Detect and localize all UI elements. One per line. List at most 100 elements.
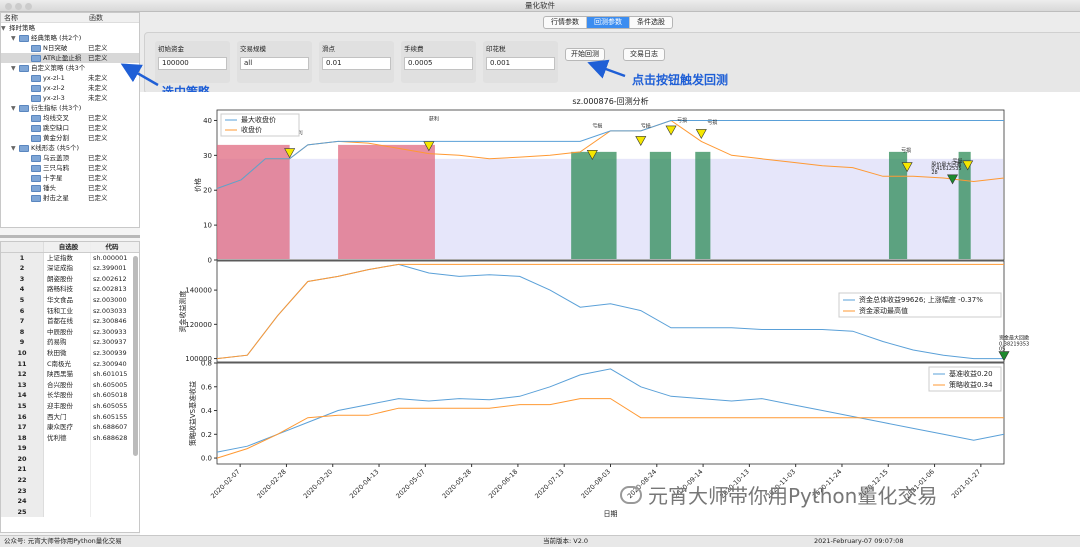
tree-col-name: 名称 xyxy=(4,14,18,22)
stock-code-cell: sh.605018 xyxy=(93,391,128,400)
marker-label: 亏损 xyxy=(641,122,651,129)
minimize-window-button[interactable] xyxy=(15,3,22,10)
series-benchmark-line xyxy=(216,368,1005,453)
tree-item-status: 未定义 xyxy=(88,94,108,102)
tree-group[interactable]: ▼ K线形态 (共5个) xyxy=(1,143,139,153)
x-tick-label: 2020-07-13 xyxy=(533,468,565,500)
tab-backtest-params[interactable]: 回测参数 xyxy=(587,17,630,28)
drawdown-value: 0.38219353 xyxy=(999,342,1029,348)
stock-name-cell: 深证成指 xyxy=(44,263,91,274)
table-row[interactable]: 23 xyxy=(1,485,139,497)
y-tick-label: 0.4 xyxy=(201,407,213,415)
stock-name-cell xyxy=(44,464,91,476)
tree-item[interactable]: 均线交叉 已定义 xyxy=(1,113,139,123)
zoom-window-button[interactable] xyxy=(25,3,32,10)
table-row[interactable]: 3 朗姿股份 sz.002612 xyxy=(1,273,139,285)
tree-item-status: 未定义 xyxy=(88,74,108,82)
signal-marker-icon xyxy=(901,162,913,173)
table-row[interactable]: 2 深证成指 sz.399001 xyxy=(1,263,139,274)
signal-marker-icon xyxy=(635,136,647,147)
folder-icon xyxy=(31,164,41,172)
table-row[interactable]: 15 迎丰股份 sh.605055 xyxy=(1,400,139,412)
table-row[interactable]: 18 优利德 sh.688628 xyxy=(1,432,139,444)
row-number: 14 xyxy=(1,390,44,401)
tree-item[interactable]: yx-zl-2 未定义 xyxy=(1,83,139,93)
slippage-input[interactable]: 0.01 xyxy=(322,57,391,70)
tree-item-status: 已定义 xyxy=(88,154,108,162)
param-stamp-tax: 印花税 0.001 xyxy=(483,41,558,83)
tree-group[interactable]: ▼ 经典策略 (共2个) xyxy=(1,33,139,43)
close-window-button[interactable] xyxy=(5,3,12,10)
tree-item[interactable]: N日突破 已定义 xyxy=(1,43,139,53)
x-tick-label: 2020-06-18 xyxy=(487,468,519,500)
stock-name-cell: 华文食品 xyxy=(44,294,91,306)
stock-name-cell: 路畅科技 xyxy=(44,284,91,295)
commission-input[interactable]: 0.0005 xyxy=(404,57,473,70)
tree-item[interactable]: yx-zl-1 未定义 xyxy=(1,73,139,83)
stamp-tax-input[interactable]: 0.001 xyxy=(486,57,555,70)
trade-size-input[interactable]: all xyxy=(240,57,309,70)
tree-item-status: 已定义 xyxy=(88,54,108,62)
y-axis-label: 资金收益测度 xyxy=(178,291,187,333)
stock-name-cell xyxy=(44,506,91,518)
tab-market-params[interactable]: 行情参数 xyxy=(544,17,587,28)
table-row[interactable]: 6 钰和工业 sz.003033 xyxy=(1,305,139,317)
folder-icon xyxy=(31,194,41,202)
trade-log-button[interactable]: 交易日志 xyxy=(623,48,665,61)
table-row[interactable]: 25 xyxy=(1,506,139,518)
stock-code-cell: sh.688628 xyxy=(93,433,128,442)
stock-name-cell xyxy=(44,443,91,454)
table-row[interactable]: 17 康众医疗 sh.688607 xyxy=(1,422,139,433)
tab-stock-screening[interactable]: 条件选股 xyxy=(637,18,665,26)
table-row[interactable]: 9 药易购 sz.300937 xyxy=(1,337,139,348)
folder-icon xyxy=(31,134,41,142)
start-backtest-button[interactable]: 开始回测 xyxy=(565,48,605,61)
stock-name-cell: 迎丰股份 xyxy=(44,400,91,412)
table-row[interactable]: 20 xyxy=(1,453,139,465)
folder-icon xyxy=(19,34,29,42)
tree-item[interactable]: 十字星 已定义 xyxy=(1,173,139,183)
row-number: 8 xyxy=(1,326,44,338)
table-row[interactable]: 10 秋田微 sz.300939 xyxy=(1,347,139,359)
backtest-params-group: 初始资金 100000 交易规模 all 滑点 0.01 手续费 0.0005 印花税 0… xyxy=(144,32,1080,94)
table-row[interactable]: 12 陕西黑猫 sh.601015 xyxy=(1,369,139,380)
initial-capital-input[interactable]: 100000 xyxy=(158,57,227,70)
tree-item[interactable]: 三只乌鸦 已定义 xyxy=(1,163,139,173)
tree-item[interactable]: ATR止盈止损 已定义 xyxy=(1,53,139,63)
table-row[interactable]: 14 长华股份 sh.605018 xyxy=(1,390,139,401)
tree-group-label: 衍生指标 (共3个) xyxy=(31,104,82,112)
tree-item[interactable]: 跳空缺口 已定义 xyxy=(1,123,139,133)
table-row[interactable]: 4 路畅科技 sz.002813 xyxy=(1,284,139,295)
table-row[interactable]: 22 xyxy=(1,475,139,486)
tree-item[interactable]: 射击之星 已定义 xyxy=(1,193,139,203)
table-row[interactable]: 19 xyxy=(1,443,139,454)
splitter[interactable] xyxy=(0,235,140,238)
marker-label: 亏损 xyxy=(677,117,687,124)
table-row[interactable]: 16 西大门 sh.605155 xyxy=(1,411,139,423)
tree-group[interactable]: ▼ 衍生指标 (共3个) xyxy=(1,103,139,113)
tree-item-label: N日突破 xyxy=(43,44,68,52)
folder-icon xyxy=(31,124,41,132)
tree-group[interactable]: ▼ 自定义策略 (共3个 xyxy=(1,63,139,73)
folder-icon xyxy=(19,104,29,112)
tree-item-label: 乌云盖顶 xyxy=(43,154,69,162)
stock-code-cell: sz.002612 xyxy=(93,274,127,283)
table-row[interactable]: 11 C南极光 sz.300940 xyxy=(1,358,139,370)
table-row[interactable]: 5 华文食品 sz.003000 xyxy=(1,294,139,306)
row-number: 24 xyxy=(1,496,44,507)
tree-item[interactable]: 锤头 已定义 xyxy=(1,183,139,193)
table-row[interactable]: 21 xyxy=(1,464,139,476)
table-row[interactable]: 7 首都在线 sz.300846 xyxy=(1,316,139,327)
row-number: 20 xyxy=(1,453,44,465)
row-number-header xyxy=(1,242,44,252)
table-row[interactable]: 13 合兴股份 sh.605005 xyxy=(1,379,139,391)
tree-root[interactable]: ▼ 择时策略 xyxy=(1,23,139,33)
table-row[interactable]: 24 xyxy=(1,496,139,507)
table-row[interactable]: 1 上证指数 sh.000001 xyxy=(1,252,139,264)
tree-item[interactable]: 乌云盖顶 已定义 xyxy=(1,153,139,163)
stock-name-cell: 朗姿股份 xyxy=(44,273,91,285)
table-row[interactable]: 8 中辰股份 sz.300933 xyxy=(1,326,139,338)
tree-item[interactable]: 黄金分割 已定义 xyxy=(1,133,139,143)
watchlist-scrollbar[interactable] xyxy=(133,256,138,456)
tree-item[interactable]: yx-zl-3 未定义 xyxy=(1,93,139,103)
